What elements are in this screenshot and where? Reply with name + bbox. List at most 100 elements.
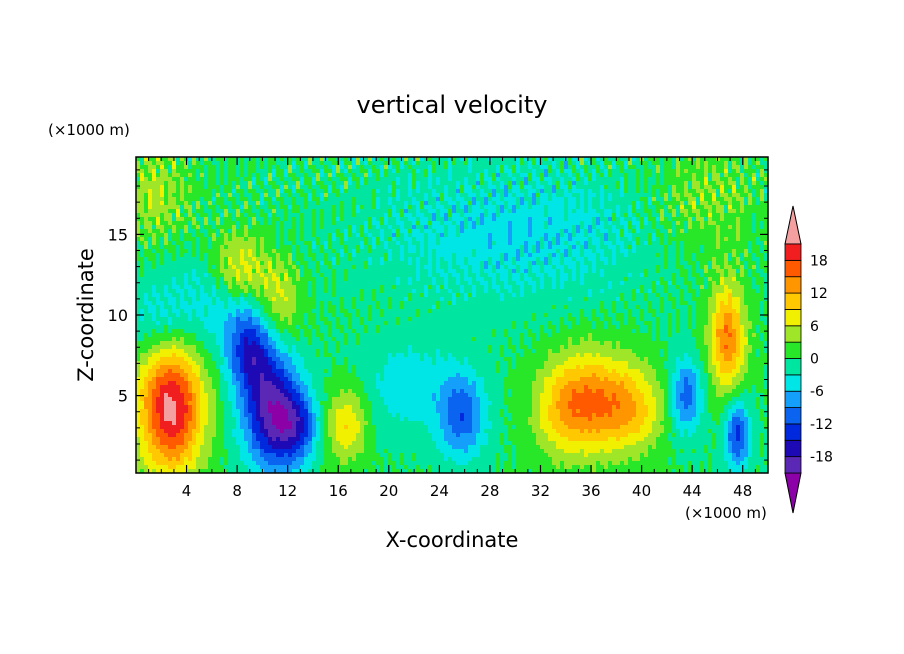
heatmap-cell	[480, 205, 485, 210]
heatmap-cell	[576, 185, 581, 190]
heatmap-cell	[332, 209, 337, 214]
heatmap-cell	[492, 253, 497, 258]
heatmap-cell	[184, 269, 189, 274]
heatmap-cell	[168, 161, 173, 166]
heatmap-cell	[484, 245, 489, 250]
heatmap-cell	[324, 273, 329, 278]
heatmap-cell	[360, 213, 365, 218]
heatmap-cell	[332, 213, 337, 218]
heatmap-cell	[248, 157, 253, 162]
heatmap-cell	[508, 197, 513, 202]
heatmap-cell	[700, 165, 705, 170]
heatmap-cell	[656, 185, 661, 190]
heatmap-cell	[384, 169, 389, 174]
heatmap-cell	[680, 257, 685, 262]
heatmap-cell	[708, 193, 713, 198]
heatmap-cell	[640, 209, 645, 214]
heatmap-cell	[664, 189, 669, 194]
heatmap-cell	[176, 161, 181, 166]
heatmap-cell	[748, 181, 753, 186]
heatmap-cell	[484, 261, 489, 266]
heatmap-cell	[180, 209, 185, 214]
heatmap-cell	[596, 161, 601, 166]
heatmap-cell	[368, 169, 373, 174]
heatmap-cell	[512, 177, 517, 182]
heatmap-cell	[308, 213, 313, 218]
heatmap-cell	[232, 173, 237, 178]
heatmap-cell	[540, 169, 545, 174]
heatmap-cell	[408, 273, 413, 278]
heatmap-cell	[528, 253, 533, 258]
heatmap-cell	[232, 257, 237, 262]
heatmap-cell	[716, 221, 721, 226]
heatmap-cell	[400, 273, 405, 278]
heatmap-cell	[592, 169, 597, 174]
heatmap-cell	[264, 261, 269, 266]
heatmap-cell	[360, 229, 365, 234]
heatmap-cell	[472, 201, 477, 206]
heatmap-cell	[140, 177, 145, 182]
heatmap-cell	[340, 157, 345, 162]
heatmap-cell	[560, 265, 565, 270]
heatmap-cell	[712, 273, 717, 278]
heatmap-cell	[720, 217, 725, 222]
heatmap-cell	[368, 249, 373, 254]
heatmap-cell	[724, 193, 729, 198]
heatmap-cell	[148, 165, 153, 170]
heatmap-cell	[500, 249, 505, 254]
heatmap-cell	[268, 221, 273, 226]
heatmap-cell	[640, 253, 645, 258]
heatmap-cell	[596, 245, 601, 250]
heatmap-cell	[248, 213, 253, 218]
heatmap-cell	[680, 157, 685, 162]
heatmap-cell	[276, 205, 281, 210]
heatmap-cell	[408, 169, 413, 174]
heatmap-cell	[264, 281, 269, 286]
heatmap-cell	[488, 257, 493, 262]
heatmap-cell	[720, 209, 725, 214]
heatmap-cell	[372, 185, 377, 190]
heatmap-cell	[304, 197, 309, 202]
heatmap-cell	[276, 245, 281, 250]
heatmap-cell	[488, 225, 493, 230]
heatmap-cell	[428, 261, 433, 266]
heatmap-cell	[572, 173, 577, 178]
heatmap-cell	[176, 225, 181, 230]
heatmap-cell	[320, 193, 325, 198]
heatmap-cell	[184, 181, 189, 186]
heatmap-cell	[384, 249, 389, 254]
heatmap-cell	[600, 169, 605, 174]
heatmap-cell	[680, 205, 685, 210]
heatmap-cell	[232, 213, 237, 218]
heatmap-cell	[500, 253, 505, 258]
heatmap-cell	[492, 233, 497, 238]
heatmap-cell	[340, 265, 345, 270]
heatmap-cell	[256, 213, 261, 218]
heatmap-cell	[180, 181, 185, 186]
heatmap-cell	[572, 181, 577, 186]
heatmap-cell	[512, 169, 517, 174]
heatmap-cell	[652, 193, 657, 198]
heatmap-cell	[744, 269, 749, 274]
heatmap-cell	[556, 185, 561, 190]
heatmap-cell	[148, 281, 153, 286]
heatmap-cell	[684, 253, 689, 258]
heatmap-cell	[416, 281, 421, 286]
heatmap-cell	[676, 165, 681, 170]
heatmap-cell	[752, 205, 757, 210]
heatmap-cell	[216, 281, 221, 286]
heatmap-cell	[368, 225, 373, 230]
heatmap-cell	[472, 265, 477, 270]
heatmap-cell	[476, 185, 481, 190]
heatmap-cell	[428, 181, 433, 186]
heatmap-cell	[176, 181, 181, 186]
heatmap-cell	[468, 197, 473, 202]
heatmap-cell	[368, 241, 373, 246]
heatmap-cell	[544, 265, 549, 270]
heatmap-cell	[216, 249, 221, 254]
heatmap-cell	[520, 269, 525, 274]
heatmap-cell	[440, 237, 445, 242]
heatmap-cell	[632, 201, 637, 206]
heatmap-cell	[556, 197, 561, 202]
heatmap-cell	[328, 281, 333, 286]
